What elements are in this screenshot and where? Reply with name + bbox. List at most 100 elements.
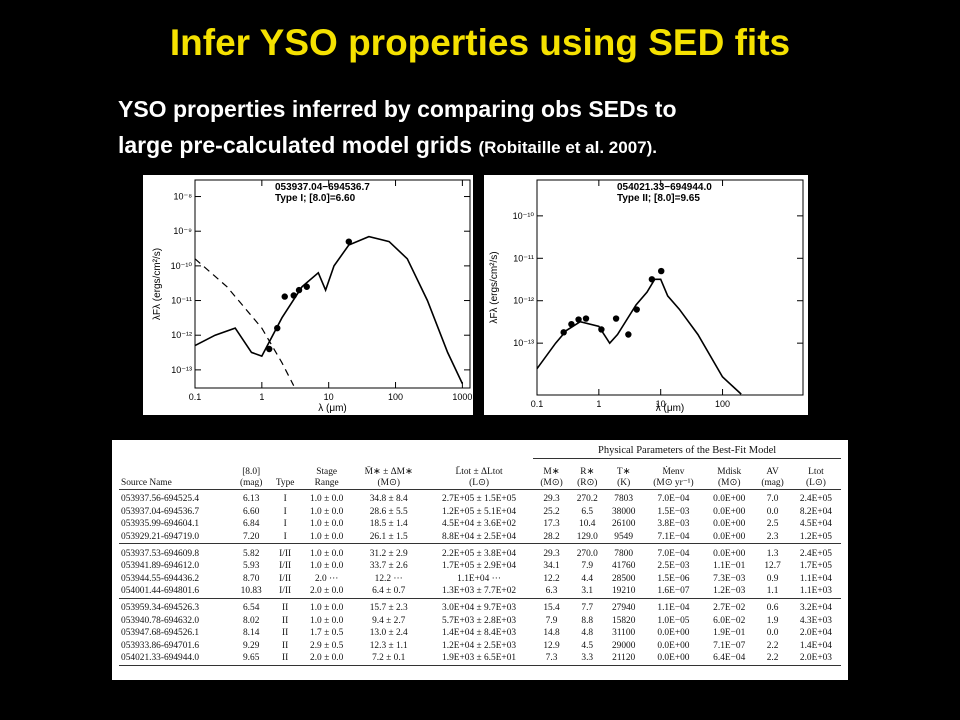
table-cell: 7800 [614, 548, 634, 559]
table-cell: 7.0 [766, 494, 779, 505]
table-row: 053940.78-694632.0 8.02 II 1.0 ± 0.0 9.4 ± 2… [119, 614, 841, 627]
table-cell: 5.93 [242, 561, 260, 572]
y-tick-label: 10⁻¹³ [171, 365, 192, 375]
citation: (Robitaille et al. 2007). [478, 138, 658, 157]
table-cell: 0.0E+00 [713, 494, 746, 505]
table-cell: 1.0 ± 0.0 [310, 615, 344, 626]
x-tick-label: 100 [388, 392, 403, 402]
table-cell: 054021.33-694944.0 [121, 653, 200, 664]
table-cell: 41760 [611, 561, 636, 572]
table-row: 053959.34-694526.3 6.54 II 1.0 ± 0.0 15.7 ± … [119, 598, 841, 614]
source-id: 053937.04−694536.7 [275, 182, 370, 193]
table-cell: 1.3 [766, 548, 779, 559]
table-cell: 7.20 [242, 532, 260, 543]
table-cell: 34.8 ± 8.4 [369, 494, 408, 505]
column-header-line: M∗ [543, 467, 560, 477]
table-cell: 1.2E−03 [713, 586, 746, 597]
table-cell: 7803 [614, 494, 634, 505]
observed-flux [568, 320, 575, 328]
column-header-line: [8.0] [242, 467, 261, 477]
table-cell: 2.2 [766, 640, 779, 651]
table-row: 054001.44-694801.6 10.83 I/II 2.0 ± 0.0 6.4 … [119, 585, 841, 598]
table-cell: II [282, 615, 289, 626]
table-cell: 4.5 [581, 640, 594, 651]
table-cell: 6.84 [242, 519, 260, 530]
table-cell: 1.0 ± 0.0 [310, 506, 344, 517]
table-cell: II [282, 628, 289, 639]
table-cell: 0.6 [766, 603, 779, 614]
table-cell: 33.7 ± 2.6 [369, 561, 408, 572]
table-cell: 2.0 ± 0.0 [310, 586, 344, 597]
table-cell: 2.7E+05 ± 1.5E+05 [442, 494, 517, 505]
table-cell: 19210 [611, 586, 636, 597]
table-cell: 053941.89-694612.0 [121, 561, 200, 572]
column-header-line: (M⊙) [377, 478, 400, 488]
table-cell: 2.0E+04 [799, 628, 832, 639]
table-cell: 9.29 [242, 640, 260, 651]
table-cell: 7.9 [545, 615, 558, 626]
row-group: 053937.53-694609.8 5.82 I/II 1.0 ± 0.0 31.2 … [119, 544, 841, 599]
table-cell: 2.0 ··· [314, 573, 339, 584]
table-cell: 053937.56-694525.4 [121, 494, 200, 505]
column-header-line: Range [314, 478, 339, 488]
table-cell: 1.9E−01 [713, 628, 746, 639]
group-title: Physical Parameters of the Best-Fit Mode… [533, 443, 841, 459]
table-row: 053929.21-694719.0 7.20 I 1.0 ± 0.0 26.1 ± 1… [119, 531, 841, 544]
table-cell: 1.9E+03 ± 6.5E+01 [442, 653, 517, 664]
plot-background [484, 175, 808, 415]
column-header-line: (mag) [761, 478, 784, 488]
table-cell: 12.9 [543, 640, 560, 651]
observed-flux [281, 293, 288, 300]
observed-flux [575, 316, 582, 323]
observed-flux [295, 286, 303, 294]
table-cell: 12.3 ± 1.1 [369, 640, 408, 651]
column-header: M∗ (M⊙) [533, 458, 570, 490]
table-cell: 9.4 ± 2.7 [372, 615, 406, 626]
y-tick-label: 10⁻¹³ [513, 338, 534, 348]
table-cell: 28500 [611, 573, 636, 584]
table-cell: 4.5E+04 ± 3.6E+02 [442, 519, 517, 530]
table-row: 053933.86-694701.6 9.29 II 2.9 ± 0.5 12.3 ± … [119, 640, 841, 653]
table-cell: 1.6E−07 [657, 586, 690, 597]
table-cell: 38000 [611, 506, 636, 517]
column-header-line: (L⊙) [806, 478, 826, 488]
table-row: 053941.89-694612.0 5.93 I/II 1.0 ± 0.0 33.7 … [119, 560, 841, 573]
column-header-line: Source Name [121, 478, 172, 488]
table-cell: 1.0E−05 [657, 615, 690, 626]
source-id: 054021.33−694944.0 [617, 182, 712, 193]
table-cell: 0.0E+00 [657, 640, 690, 651]
table-cell: 15.7 ± 2.3 [369, 603, 408, 614]
table-cell: I/II [279, 548, 292, 559]
table-cell: 0.0 [766, 628, 779, 639]
column-header-line: L̄tot ± ΔLtot [455, 467, 503, 477]
column-header-line: R∗ [580, 467, 595, 477]
x-tick-label: 1 [596, 399, 601, 409]
y-tick-label: 10⁻¹² [171, 330, 192, 340]
table-cell: 0.9 [766, 573, 779, 584]
table-cell: 6.13 [242, 494, 260, 505]
table-cell: 8.2E+04 [799, 506, 832, 517]
table-cell: 8.02 [242, 615, 260, 626]
table-cell: 26.1 ± 1.5 [369, 532, 408, 543]
y-tick-label: 10⁻¹⁰ [513, 211, 535, 221]
table-cell: 15.4 [543, 603, 560, 614]
table-cell: 6.5 [581, 506, 594, 517]
y-tick-label: 10⁻¹² [513, 296, 534, 306]
table-cell: 6.54 [242, 603, 260, 614]
table-cell: 8.14 [242, 628, 260, 639]
table-cell: 7.1E−04 [657, 532, 690, 543]
table-cell: 5.7E+03 ± 2.8E+03 [442, 615, 517, 626]
observed-flux [625, 331, 632, 338]
table-cell: 3.1 [581, 586, 594, 597]
table-cell: 28.6 ± 5.5 [369, 506, 408, 517]
table-cell: 1.7 ± 0.5 [310, 628, 344, 639]
observed-flux [633, 306, 640, 313]
table-cell: 3.0E+04 ± 9.7E+03 [442, 603, 517, 614]
table-cell: 4.3E+03 [799, 615, 832, 626]
table-cell: 3.2E+04 [799, 603, 832, 614]
table-cell: 2.2 [766, 653, 779, 664]
table-cell: 1.9 [766, 615, 779, 626]
table-cell: 1.1E−04 [657, 603, 690, 614]
table-row: 053935.99-694604.1 6.84 I 1.0 ± 0.0 18.5 ± 1… [119, 518, 841, 531]
